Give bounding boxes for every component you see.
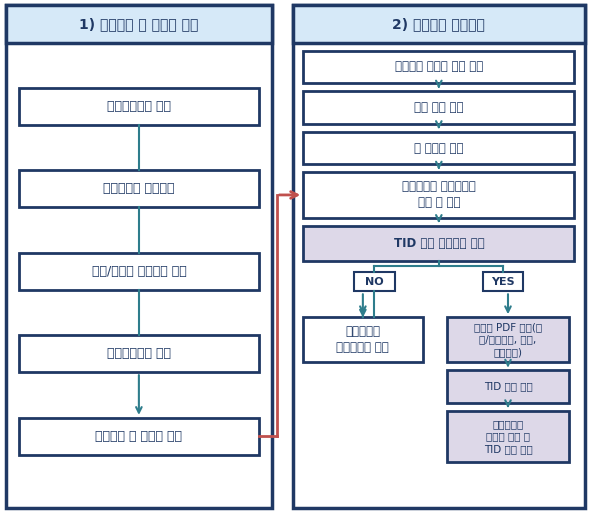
FancyBboxPatch shape <box>447 411 569 462</box>
FancyBboxPatch shape <box>19 418 259 455</box>
Text: NO: NO <box>365 277 384 287</box>
Text: 퍼지 변수 계산: 퍼지 변수 계산 <box>414 101 463 114</box>
FancyBboxPatch shape <box>355 272 395 291</box>
Text: 이중편파 레이더 파일 읽기: 이중편파 레이더 파일 읽기 <box>395 61 483 73</box>
Text: 확률밀도함수 분석: 확률밀도함수 분석 <box>107 347 171 360</box>
FancyBboxPatch shape <box>303 51 574 83</box>
FancyBboxPatch shape <box>19 170 259 207</box>
Text: 강수/비강수 퍼지변수 계산: 강수/비강수 퍼지변수 계산 <box>92 265 186 278</box>
FancyBboxPatch shape <box>303 317 423 362</box>
FancyBboxPatch shape <box>303 132 574 164</box>
FancyBboxPatch shape <box>303 226 574 261</box>
FancyBboxPatch shape <box>293 5 585 508</box>
Text: 소속함수 및 가중치 결정: 소속함수 및 가중치 결정 <box>95 430 183 443</box>
Text: 총 소속값 계산: 총 소속값 계산 <box>414 142 463 154</box>
Text: 품질관리된
레이더파일 산출: 품질관리된 레이더파일 산출 <box>336 325 389 354</box>
Text: 비강수에코 사례분류: 비강수에코 사례분류 <box>103 183 174 195</box>
FancyBboxPatch shape <box>483 272 523 291</box>
FancyBboxPatch shape <box>293 5 585 43</box>
FancyBboxPatch shape <box>303 172 574 218</box>
Text: 1) 소속함수 및 가중치 도출: 1) 소속함수 및 가중치 도출 <box>79 17 199 31</box>
Text: 지형에코지도 작성: 지형에코지도 작성 <box>107 100 171 113</box>
Text: TID 정보 생성여부 결정: TID 정보 생성여부 결정 <box>394 236 484 250</box>
Text: 2) 품질관리 알고리즘: 2) 품질관리 알고리즘 <box>392 17 485 31</box>
FancyBboxPatch shape <box>303 91 574 124</box>
FancyBboxPatch shape <box>19 253 259 290</box>
FancyBboxPatch shape <box>6 5 272 508</box>
Text: 에코별 PDF 계산(지
힐/이상전파, 채프,
청천에코): 에코별 PDF 계산(지 힐/이상전파, 채프, 청천에코) <box>474 322 542 357</box>
FancyBboxPatch shape <box>19 336 259 372</box>
FancyBboxPatch shape <box>6 5 272 43</box>
FancyBboxPatch shape <box>447 370 569 403</box>
FancyBboxPatch shape <box>447 317 569 362</box>
Text: 임계치이용 비강수에코
판별 및 제거: 임계치이용 비강수에코 판별 및 제거 <box>402 181 476 209</box>
Text: YES: YES <box>491 277 515 287</box>
Text: 품질관리된
레이더 파일 및
TID 정보 산출: 품질관리된 레이더 파일 및 TID 정보 산출 <box>483 419 532 454</box>
Text: TID 정보 결정: TID 정보 결정 <box>483 382 532 391</box>
FancyBboxPatch shape <box>19 88 259 125</box>
